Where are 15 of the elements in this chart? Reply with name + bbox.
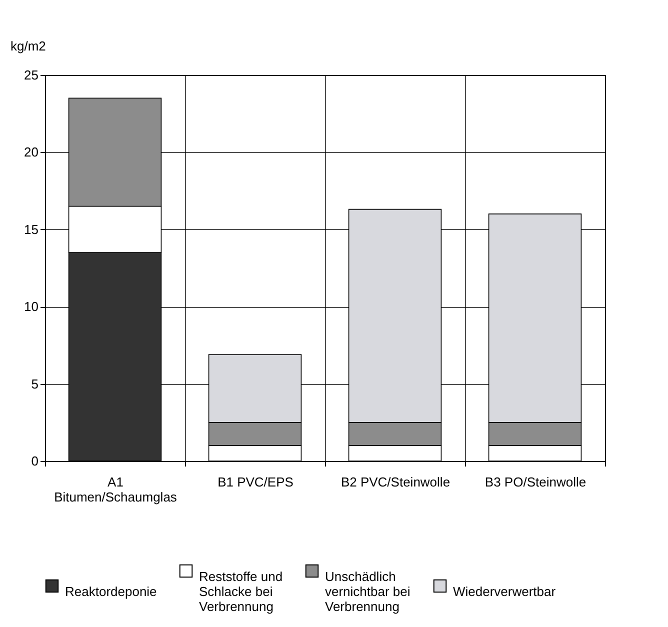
y-tick-label: 5 bbox=[31, 376, 38, 392]
y-tick-label: 0 bbox=[31, 454, 38, 468]
y-tick-label: 25 bbox=[24, 68, 38, 82]
y-tick-label: 15 bbox=[24, 222, 38, 237]
legend-label: Reaktordeponie bbox=[65, 584, 157, 599]
y-tick-label: 20 bbox=[24, 144, 38, 160]
y-tick-label: 10 bbox=[24, 299, 38, 314]
legend-label: Reststoffe und Schlacke bei Verbrennung bbox=[199, 569, 283, 614]
legend-label: Wiederverwertbar bbox=[453, 584, 556, 599]
x-tick-label: B3 PO/Steinwolle bbox=[484, 474, 586, 490]
y-axis-title: kg/m2 bbox=[10, 38, 46, 54]
legend-label: Unschädlich vernichtbar bei Verbrennung bbox=[325, 569, 410, 614]
x-tick-label: A1 Bitumen/Schaumglas bbox=[54, 474, 178, 504]
x-tick-label: B1 PVC/EPS bbox=[218, 474, 294, 490]
x-tick-label: B2 PVC/Steinwolle bbox=[340, 474, 450, 490]
